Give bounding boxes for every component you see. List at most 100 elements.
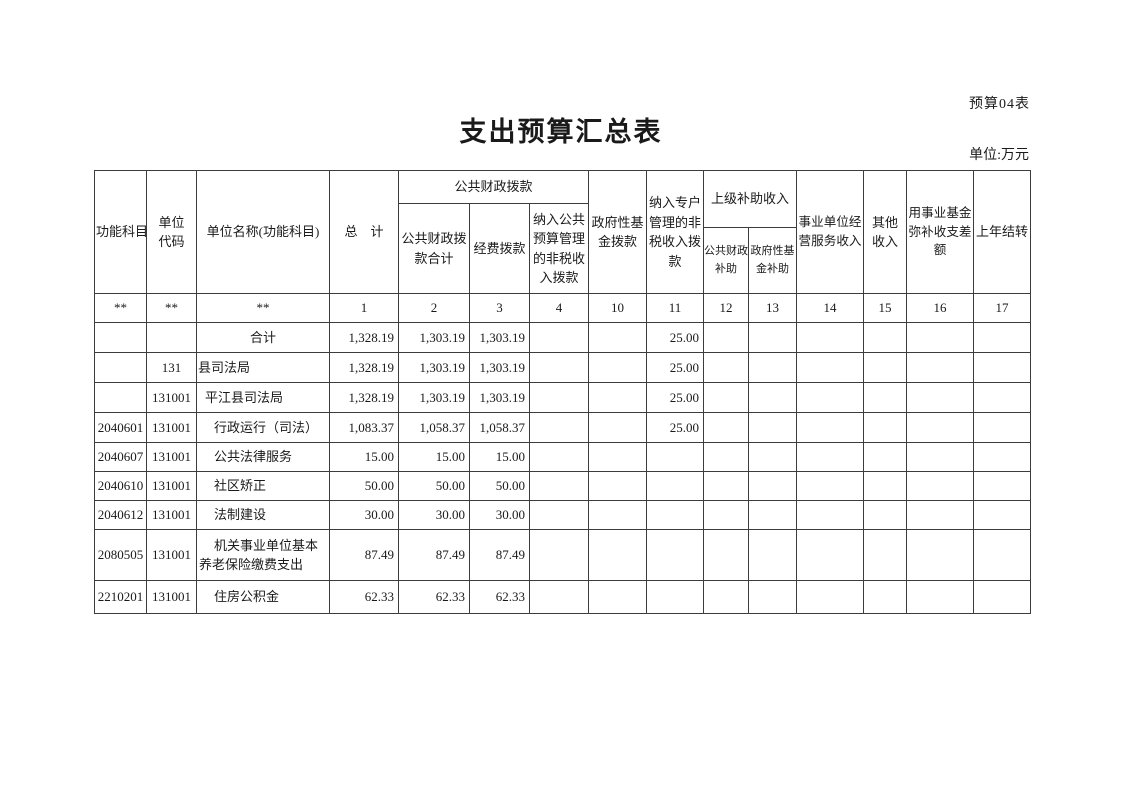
cell-amount <box>906 382 975 413</box>
cell-amount <box>748 412 798 443</box>
cell-amount: 1,328.19 <box>329 382 399 413</box>
cell-amount: 15.00 <box>329 442 399 472</box>
cell-amount: 1,058.37 <box>398 412 470 443</box>
cell-amount <box>748 352 798 383</box>
column-index-cell: 13 <box>748 293 798 323</box>
header-function-subject: 功能科目 <box>94 170 147 294</box>
cell-amount <box>703 471 750 501</box>
cell-amount <box>863 412 908 443</box>
cell-amount <box>906 352 975 383</box>
cell-amount <box>973 529 1032 581</box>
cell-amount <box>703 580 750 614</box>
cell-amount: 25.00 <box>646 322 705 353</box>
header-superior-subsidy-group: 上级补助收入 <box>703 170 798 228</box>
header-total: 总 计 <box>329 170 399 294</box>
cell-amount <box>906 412 975 443</box>
cell-unit-code: 131001 <box>146 529 197 581</box>
cell-amount <box>863 322 908 353</box>
cell-amount: 1,303.19 <box>469 352 530 383</box>
cell-amount: 1,303.19 <box>398 322 470 353</box>
cell-amount <box>588 500 648 530</box>
cell-amount: 1,303.19 <box>398 352 470 383</box>
cell-amount <box>748 500 798 530</box>
table-row: 2040607 131001 公共法律服务 15.00 15.00 15.00 <box>94 442 1032 472</box>
cell-function-code: 2040610 <box>94 471 147 501</box>
cell-amount <box>796 412 865 443</box>
cell-amount <box>528 580 590 614</box>
cell-amount <box>863 529 908 581</box>
cell-amount <box>646 471 705 501</box>
header-row-3: 公共财政补助 政府性基金补助 <box>95 227 1031 294</box>
cell-amount <box>528 529 590 581</box>
cell-amount: 1,303.19 <box>469 322 530 353</box>
cell-amount <box>906 322 975 353</box>
header-fund-balance-offset: 用事业基金弥补收支差额 <box>906 170 975 294</box>
cell-unit-code: 131001 <box>146 580 197 614</box>
cell-amount <box>973 442 1032 472</box>
cell-amount: 87.49 <box>398 529 470 581</box>
cell-amount: 30.00 <box>469 500 530 530</box>
cell-unit-code: 131001 <box>146 382 197 413</box>
cell-amount <box>906 580 975 614</box>
table-row: 合计 1,328.19 1,303.19 1,303.19 25.00 <box>94 322 1032 353</box>
column-index-cell: 16 <box>906 293 975 323</box>
cell-amount <box>906 529 975 581</box>
cell-amount <box>588 529 648 581</box>
cell-amount <box>973 322 1032 353</box>
cell-unit-name: 公共法律服务 <box>196 442 330 472</box>
cell-amount: 25.00 <box>646 352 705 383</box>
cell-amount <box>528 352 590 383</box>
cell-amount <box>906 442 975 472</box>
cell-amount <box>646 442 705 472</box>
cell-amount <box>703 382 750 413</box>
column-index-cell: 3 <box>469 293 530 323</box>
header-other-income: 其他收入 <box>863 170 908 294</box>
header-public-finance-group: 公共财政拨款 <box>397 170 590 204</box>
cell-amount <box>528 322 590 353</box>
cell-amount <box>796 322 865 353</box>
cell-amount <box>748 471 798 501</box>
cell-amount <box>703 442 750 472</box>
cell-amount <box>863 382 908 413</box>
column-index-cell: 12 <box>703 293 750 323</box>
cell-amount <box>796 442 865 472</box>
header-superior-gov-fund: 政府性基金补助 <box>748 227 798 294</box>
cell-amount: 30.00 <box>329 500 399 530</box>
header-operating-service-income: 事业单位经营服务收入 <box>796 170 865 294</box>
cell-amount <box>646 580 705 614</box>
header-row-1: 功能科目 单位代码 单位名称(功能科目) 总 计 公共财政拨款 政府性基金拨款 … <box>94 170 1032 294</box>
table-row: 2040612 131001 法制建设 30.00 30.00 30.00 <box>94 500 1032 530</box>
header-public-finance-subtotal: 公共财政拨款合计 <box>398 203 470 294</box>
header-superior-public-finance: 公共财政补助 <box>703 227 750 294</box>
cell-amount <box>703 322 750 353</box>
column-index-cell: 11 <box>646 293 705 323</box>
cell-amount <box>588 412 648 443</box>
cell-function-code: 2040612 <box>94 500 147 530</box>
cell-amount <box>796 529 865 581</box>
cell-amount <box>796 352 865 383</box>
cell-function-code: 2080505 <box>94 529 147 581</box>
cell-amount <box>528 412 590 443</box>
cell-amount: 30.00 <box>398 500 470 530</box>
cell-amount: 62.33 <box>398 580 470 614</box>
table-body: ** ** ** 1 2 3 4 10 11 12 13 14 15 16 17 合计 1,328.19 1,30… <box>94 293 1032 614</box>
cell-amount <box>646 500 705 530</box>
cell-amount <box>973 500 1032 530</box>
column-index-cell: 17 <box>973 293 1032 323</box>
cell-amount <box>748 529 798 581</box>
table-row: 131 县司法局 1,328.19 1,303.19 1,303.19 25.00 <box>94 352 1032 383</box>
cell-amount: 62.33 <box>469 580 530 614</box>
cell-amount <box>906 500 975 530</box>
cell-unit-code: 131001 <box>146 412 197 443</box>
cell-amount <box>863 442 908 472</box>
cell-function-code <box>94 382 147 413</box>
cell-amount <box>863 500 908 530</box>
header-unit-name: 单位名称(功能科目) <box>196 170 330 294</box>
cell-unit-code: 131001 <box>146 442 197 472</box>
column-index-cell: 15 <box>863 293 908 323</box>
cell-amount: 1,303.19 <box>398 382 470 413</box>
header-prior-year-carryover: 上年结转 <box>973 170 1032 294</box>
cell-amount: 25.00 <box>646 412 705 443</box>
cell-amount <box>796 580 865 614</box>
cell-amount <box>796 471 865 501</box>
